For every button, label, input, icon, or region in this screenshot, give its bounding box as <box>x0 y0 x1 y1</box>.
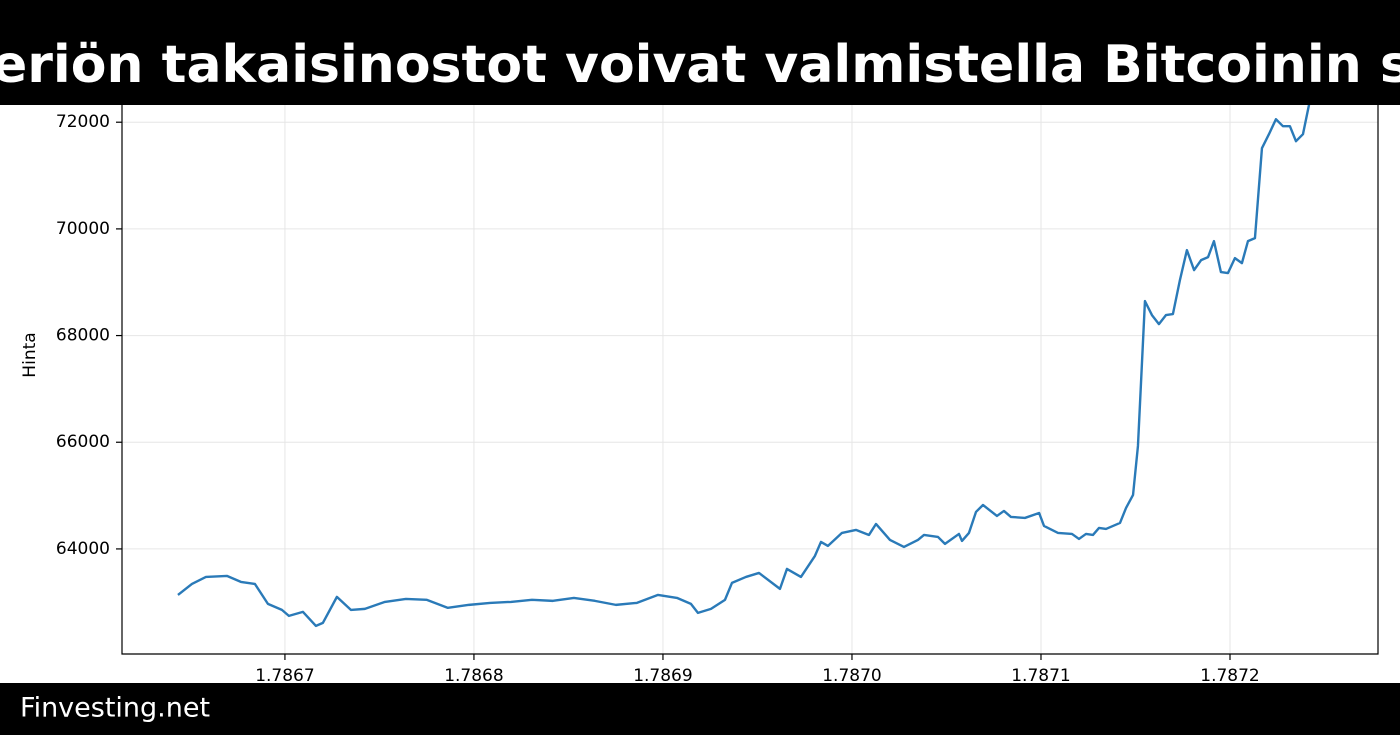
banner <box>0 0 1400 105</box>
plot <box>177 99 1312 628</box>
axes: 64000 66000 68000 70000 72000 1.7867 1.7868 1.7… <box>56 47 1379 686</box>
price-line <box>177 99 1312 628</box>
x-tick-label: 1.7872 <box>1200 666 1259 686</box>
y-tick-label: 64000 <box>56 539 110 559</box>
x-tick-label: 1.7871 <box>1011 666 1070 686</box>
y-tick-label: 72000 <box>56 112 110 132</box>
x-tick-label: 1.7868 <box>444 666 503 686</box>
footer-brand: Finvesting.net <box>20 693 210 724</box>
footer <box>0 683 1400 735</box>
x-tick-label: 1.7870 <box>822 666 881 686</box>
banner-title: eriön takaisinostot voivat valmistella B… <box>0 35 1400 95</box>
y-tick-label: 68000 <box>56 326 110 346</box>
x-tick-label: 1.7869 <box>633 666 692 686</box>
y-tick-label: 70000 <box>56 219 110 239</box>
y-tick-label: 66000 <box>56 432 110 452</box>
grid <box>122 47 1378 654</box>
x-tick-label: 1.7867 <box>255 666 314 686</box>
axes-frame <box>121 47 1379 655</box>
y-axis-label: Hinta <box>20 332 40 377</box>
